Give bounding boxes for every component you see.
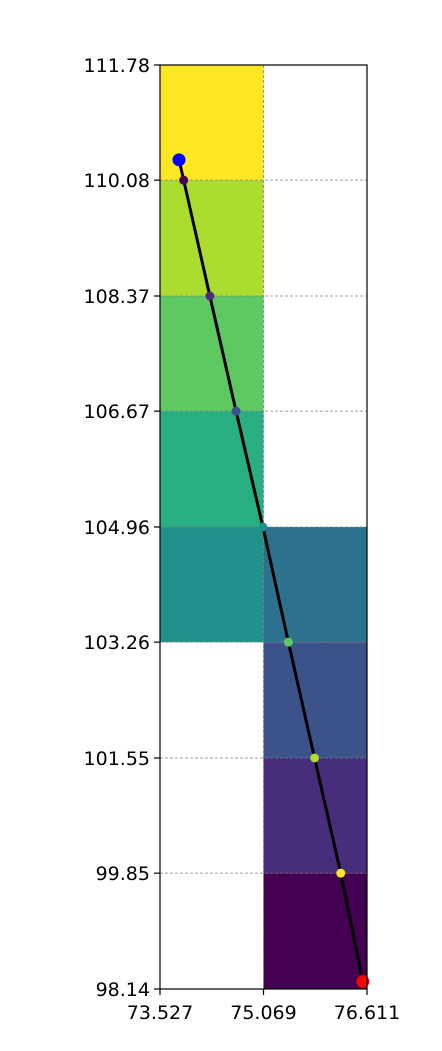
x-tick-label: 75.069 xyxy=(230,1002,296,1024)
x-tick-label: 76.611 xyxy=(334,1002,400,1024)
y-tick-label: 104.96 xyxy=(84,517,150,539)
y-tick-label: 98.14 xyxy=(96,979,150,1001)
trajectory-marker xyxy=(179,175,189,185)
y-tick-label: 108.37 xyxy=(84,286,150,308)
heatmap-cell xyxy=(263,873,367,989)
trajectory-marker xyxy=(205,291,215,301)
trajectory-marker xyxy=(231,406,241,416)
heatmap-cell xyxy=(263,758,367,874)
start-point xyxy=(172,153,186,167)
y-tick-label: 106.67 xyxy=(84,401,150,423)
end-point xyxy=(356,975,370,989)
trajectory xyxy=(172,153,370,989)
heatmap-cell xyxy=(160,180,264,296)
x-tick-label: 73.527 xyxy=(127,1002,193,1024)
trajectory-marker xyxy=(283,637,293,647)
axes: 98.14 99.85 101.55 103.26 104.96 106.67 108.37… xyxy=(84,55,401,1024)
y-tick-label: 99.85 xyxy=(96,863,150,885)
heatmap-cell xyxy=(160,411,264,527)
trajectory-marker xyxy=(258,522,268,532)
heatmap-cell xyxy=(263,527,367,643)
y-tick-label: 110.08 xyxy=(84,170,150,192)
heatmap-cell xyxy=(263,642,367,758)
trajectory-marker xyxy=(336,868,346,878)
y-tick-label: 111.78 xyxy=(84,55,150,77)
y-tick-label: 101.55 xyxy=(84,748,150,770)
trajectory-marker xyxy=(310,753,320,763)
heatmap-cell xyxy=(160,527,264,643)
y-tick-label: 103.26 xyxy=(84,632,150,654)
heatmap-cell xyxy=(160,296,264,412)
heatmap-cells xyxy=(160,65,367,989)
